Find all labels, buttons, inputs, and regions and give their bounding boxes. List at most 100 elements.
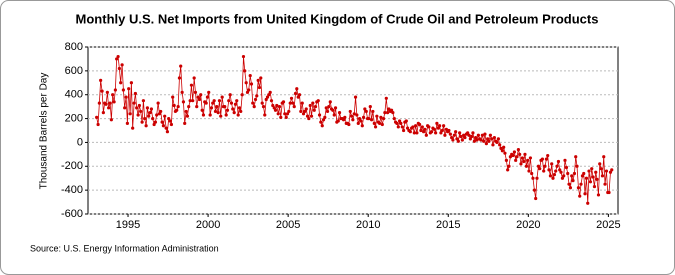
- data-point: [600, 174, 605, 178]
- data-point: [522, 159, 526, 164]
- data-point: [303, 109, 307, 114]
- data-point: [357, 116, 362, 121]
- data-point: [320, 124, 324, 128]
- data-point: [299, 109, 303, 114]
- data-point: [107, 106, 111, 110]
- data-point: [155, 113, 159, 117]
- data-point: [175, 108, 179, 112]
- data-point: [327, 105, 331, 109]
- data-point: [297, 93, 302, 97]
- data-point: [187, 105, 191, 109]
- data-point: [265, 95, 270, 99]
- data-point: [434, 131, 438, 135]
- data-point: [268, 90, 272, 94]
- data-point: [526, 158, 530, 162]
- data-point: [408, 130, 412, 134]
- data-point: [300, 101, 304, 105]
- data-point: [227, 99, 231, 103]
- data-point: [244, 81, 248, 85]
- data-point: [359, 119, 363, 123]
- data-point: [387, 107, 391, 111]
- y-tick-label: 200: [65, 112, 83, 124]
- x-tick-label: 2025: [596, 219, 620, 231]
- data-point: [172, 103, 176, 108]
- data-point: [181, 100, 186, 104]
- data-point: [279, 115, 283, 119]
- data-point: [463, 136, 467, 140]
- y-tick-label: -600: [61, 208, 83, 220]
- data-point: [240, 93, 244, 97]
- data-point: [169, 122, 174, 127]
- data-point: [562, 174, 566, 178]
- data-point: [128, 112, 132, 116]
- data-point: [543, 164, 547, 168]
- data-point: [607, 190, 611, 195]
- data-point: [281, 100, 286, 104]
- data-point: [572, 171, 577, 176]
- data-point: [495, 140, 499, 145]
- data-point: [236, 113, 240, 117]
- data-point: [333, 106, 338, 110]
- data-point: [180, 90, 184, 94]
- data-point: [151, 116, 155, 121]
- data-point: [237, 106, 242, 110]
- data-point: [474, 136, 478, 140]
- data-point: [444, 127, 448, 131]
- data-point: [385, 111, 390, 115]
- data-point: [512, 150, 517, 154]
- data-point: [247, 88, 251, 92]
- data-point: [583, 192, 587, 196]
- data-point: [423, 127, 427, 131]
- data-point: [460, 138, 464, 142]
- data-point: [109, 118, 113, 122]
- data-point: [120, 63, 124, 67]
- data-point: [163, 114, 167, 118]
- data-point: [381, 116, 386, 121]
- data-point: [427, 125, 431, 129]
- data-point: [396, 125, 400, 129]
- data-point: [177, 76, 182, 80]
- data-point: [211, 101, 215, 105]
- data-point: [361, 115, 366, 119]
- data-point: [272, 106, 276, 110]
- data-point: [415, 131, 419, 135]
- data-point: [560, 176, 565, 180]
- data-point: [205, 95, 210, 99]
- data-point: [195, 105, 199, 109]
- data-point: [313, 105, 318, 109]
- data-point: [520, 156, 525, 160]
- data-point: [225, 108, 230, 112]
- data-point: [235, 99, 239, 103]
- data-point: [132, 101, 136, 105]
- x-tick-label: 2005: [276, 219, 300, 231]
- data-point: [269, 99, 274, 103]
- x-tick-label: 2000: [196, 219, 220, 231]
- data-point: [576, 186, 581, 190]
- data-point: [284, 115, 288, 119]
- data-point: [135, 106, 139, 110]
- data-point: [296, 95, 300, 99]
- data-point: [319, 120, 323, 124]
- data-point: [479, 138, 483, 142]
- data-point: [610, 168, 614, 172]
- data-point: [119, 81, 123, 85]
- data-point: [193, 90, 198, 94]
- data-point: [304, 107, 308, 111]
- data-point: [563, 158, 567, 162]
- data-point: [552, 173, 557, 177]
- data-point: [578, 194, 582, 198]
- data-point: [267, 93, 271, 97]
- data-point: [568, 186, 573, 190]
- data-point: [516, 147, 521, 152]
- data-point: [440, 128, 444, 133]
- data-point: [591, 175, 595, 179]
- data-point: [117, 66, 121, 71]
- data-point: [209, 106, 214, 110]
- data-point: [248, 74, 252, 78]
- data-point: [511, 153, 515, 158]
- data-point: [147, 114, 151, 118]
- data-point: [392, 116, 396, 121]
- data-point: [588, 180, 593, 184]
- data-point: [367, 116, 371, 121]
